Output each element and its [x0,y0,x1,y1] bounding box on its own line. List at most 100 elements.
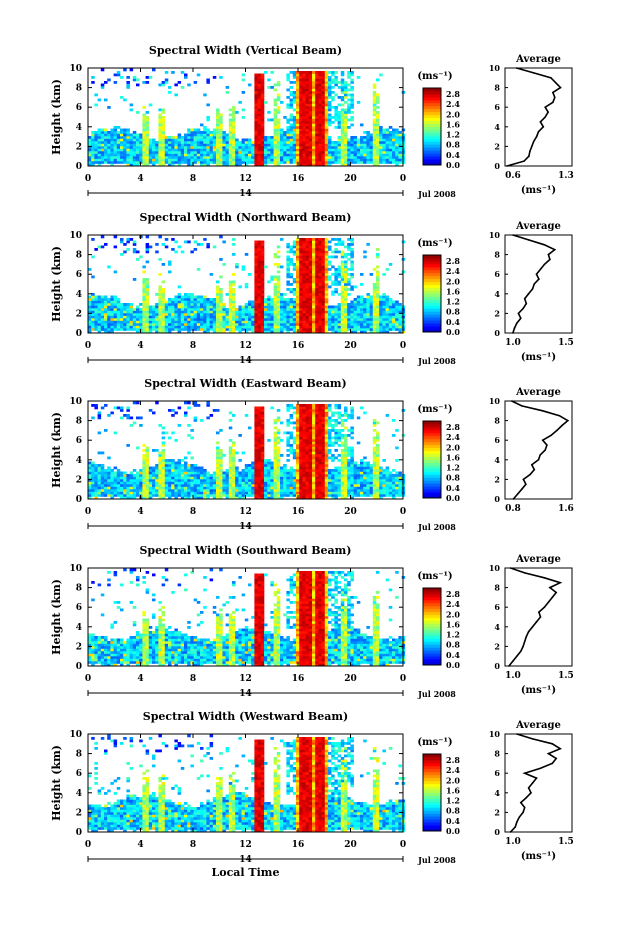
x-tick-label: 16 [292,507,305,517]
colorbar-frame [422,87,442,166]
y-tick-label: 10 [69,730,82,740]
y-tick-label: 4 [76,290,82,300]
chart-title: Spectral Width (Westward Beam) [143,710,348,723]
y-tick-label: 6 [76,270,82,280]
y-tick-label: 0 [76,662,82,672]
profile-x-label: (ms⁻¹) [521,185,556,196]
x-tick-label: 20 [344,840,357,850]
profile-y-tick-label: 6 [494,768,500,778]
colorbar-tick-label: 2.8 [446,589,460,599]
profile-y-tick-label: 10 [489,63,501,73]
y-tick-label: 4 [76,456,82,466]
profile-line [506,67,562,167]
profile-y-tick-label: 8 [494,416,500,426]
x-tick-label: 16 [292,674,305,684]
x-tick-label: 8 [190,507,196,517]
colorbar-tick-label: 1.2 [446,297,460,307]
x-tick-label: 12 [239,507,252,517]
colorbar-tick-label: 0.4 [446,483,460,493]
colorbar-tick-label: 2.4 [446,432,460,442]
x-tick-label: 4 [137,507,143,517]
x-tick-label: 0 [85,174,91,184]
y-tick-label: 10 [69,564,82,574]
colorbar-tick-label: 0.0 [446,327,460,337]
y-tick-label: 6 [76,436,82,446]
date-label: 14 [239,356,252,366]
x-tick-label: 20 [344,507,357,517]
profile-x-tick-label: 1.0 [505,837,521,847]
x-tick-label: 4 [137,674,143,684]
colorbar-tick-label: 0.8 [446,473,460,483]
profile-line [511,400,570,500]
profile-y-tick-label: 6 [494,102,500,112]
profile-y-tick-label: 10 [489,230,501,240]
profile-y-tick-label: 0 [494,494,500,504]
colorbar-tick-label: 1.2 [446,630,460,640]
colorbar [422,420,442,499]
colorbar-tick-label: 0.0 [446,160,460,170]
x-tick-label: 0 [400,507,406,517]
colorbar-unit: (ms⁻¹) [417,238,452,249]
colorbar-frame [422,753,442,832]
profile-y-tick-label: 8 [494,250,500,260]
y-tick-label: 6 [76,103,82,113]
y-tick-label: 10 [69,397,82,407]
profile-x-tick-label: 1.5 [558,837,574,847]
x-axis-label: Local Time [212,866,280,879]
colorbar-tick-label: 0.8 [446,307,460,317]
colorbar-tick-label: 0.0 [446,493,460,503]
colorbar-tick-label: 0.4 [446,317,460,327]
profile-y-tick-label: 0 [494,161,500,171]
profile-y-tick-label: 6 [494,602,500,612]
profile-y-tick-label: 8 [494,583,500,593]
y-axis-label: Height (km) [50,745,63,821]
x-tick-label: 20 [344,674,357,684]
colorbar-tick-label: 1.2 [446,130,460,140]
y-tick-label: 0 [76,329,82,339]
y-tick-label: 10 [69,64,82,74]
profile-line [512,234,557,334]
profile-y-tick-label: 4 [494,788,500,798]
colorbar-tick-label: 1.6 [446,286,460,296]
profile-y-tick-label: 2 [494,807,500,817]
heatmap-field [88,401,406,500]
x-tick-label: 16 [292,840,305,850]
profile-frame [504,67,573,167]
profile-line [508,567,563,667]
colorbar-unit: (ms⁻¹) [417,71,452,82]
colorbar-tick-label: 0.4 [446,650,460,660]
profile-x-tick-label: 1.3 [558,171,574,181]
profile-y-tick-label: 6 [494,269,500,279]
profile-y-tick-label: 4 [494,455,500,465]
colorbar [422,587,442,666]
colorbar-tick-label: 2.0 [446,276,460,286]
y-tick-label: 6 [76,769,82,779]
date-label: 14 [239,189,252,199]
profile-y-tick-label: 6 [494,435,500,445]
colorbar-tick-label: 0.8 [446,640,460,650]
profile-x-tick-label: 0.6 [505,171,521,181]
x-tick-label: 0 [85,341,91,351]
x-tick-label: 12 [239,674,252,684]
x-tick-label: 12 [239,174,252,184]
colorbar-unit: (ms⁻¹) [417,571,452,582]
y-tick-label: 0 [76,162,82,172]
y-tick-label: 8 [76,251,82,261]
colorbar-tick-label: 0.0 [446,660,460,670]
colorbar-tick-label: 2.0 [446,609,460,619]
x-tick-label: 8 [190,674,196,684]
colorbar-unit: (ms⁻¹) [417,404,452,415]
x-tick-label: 0 [85,507,91,517]
colorbar-tick-label: 1.6 [446,452,460,462]
profile-title: Average [515,221,561,232]
y-tick-label: 4 [76,789,82,799]
colorbar-tick-label: 2.0 [446,109,460,119]
heatmap-field [88,568,406,667]
profile-y-tick-label: 4 [494,622,500,632]
x-tick-label: 4 [137,174,143,184]
colorbar-tick-label: 2.8 [446,256,460,266]
chart-title: Spectral Width (Northward Beam) [140,211,352,224]
y-tick-label: 8 [76,584,82,594]
